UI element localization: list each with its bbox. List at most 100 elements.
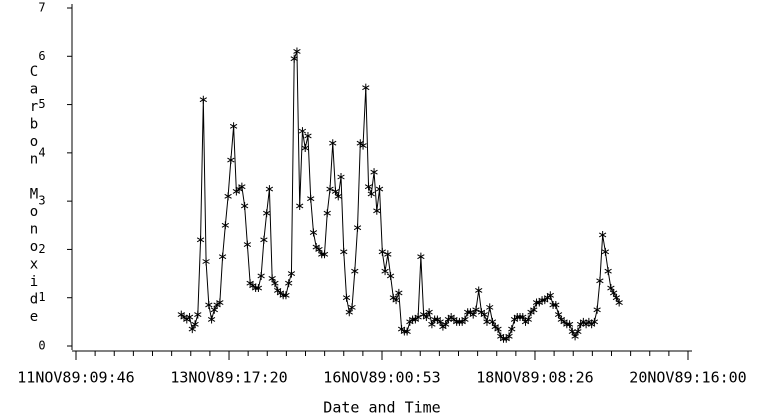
marker: [194, 310, 202, 319]
y-tick-label: 2: [38, 242, 45, 256]
y-tick-label: 7: [38, 1, 45, 15]
y-tick-label: 4: [38, 145, 45, 159]
marker: [221, 221, 230, 230]
marker: [475, 286, 483, 295]
marker: [196, 235, 205, 244]
marker: [386, 271, 395, 280]
marker: [271, 279, 279, 288]
marker: [263, 209, 271, 218]
marker: [293, 47, 301, 56]
marker: [191, 320, 199, 329]
marker: [199, 95, 207, 104]
marker: [362, 83, 370, 92]
marker: [229, 122, 238, 131]
marker: [301, 144, 309, 153]
marker: [185, 313, 194, 322]
marker: [323, 209, 331, 218]
marker: [417, 252, 425, 261]
marker: [483, 317, 491, 326]
marker: [243, 240, 252, 249]
marker: [414, 313, 422, 322]
marker: [320, 250, 329, 259]
marker: [227, 156, 235, 165]
marker: [472, 305, 480, 314]
marker: [202, 257, 210, 266]
marker: [351, 267, 359, 276]
marker: [598, 230, 607, 239]
marker: [282, 291, 290, 300]
x-tick-label: 20NOV89:16:00: [629, 369, 746, 387]
marker: [265, 185, 274, 194]
marker: [260, 235, 268, 244]
marker: [505, 332, 513, 341]
marker: [224, 192, 232, 201]
marker: [309, 228, 318, 237]
marker: [359, 141, 367, 150]
marker: [240, 201, 249, 210]
marker: [392, 296, 400, 305]
y-tick-label: 3: [38, 194, 45, 208]
marker: [593, 305, 601, 314]
marker: [378, 247, 386, 256]
marker: [590, 317, 599, 326]
marker: [370, 168, 378, 177]
marker: [218, 252, 227, 261]
marker: [340, 247, 348, 256]
marker: [461, 315, 469, 324]
marker: [403, 327, 411, 336]
x-tick-label: 18NOV89:08:26: [476, 369, 593, 387]
marker: [298, 127, 307, 136]
y-tick-label: 0: [38, 339, 45, 353]
marker: [596, 276, 604, 285]
marker: [604, 267, 612, 276]
marker: [337, 173, 345, 181]
marker: [601, 247, 610, 256]
x-tick-label: 13NOV89:17:20: [170, 369, 287, 387]
marker: [353, 223, 362, 232]
x-axis-title: Date and Time: [323, 399, 440, 417]
marker: [287, 269, 296, 278]
marker: [552, 300, 560, 309]
marker: [216, 298, 224, 307]
marker: [565, 320, 574, 329]
marker: [494, 325, 502, 334]
y-tick-label: 5: [38, 97, 45, 111]
marker: [530, 305, 538, 314]
marker: [364, 182, 373, 191]
x-tick-label: 16NOV89:00:53: [323, 369, 440, 387]
marker: [373, 206, 381, 215]
marker: [546, 291, 554, 300]
marker: [524, 315, 532, 324]
marker: [508, 325, 516, 334]
marker: [381, 267, 389, 276]
marker: [326, 185, 334, 194]
y-axis-title: Carbon Monoxide: [26, 64, 42, 327]
marker: [367, 189, 375, 198]
marker: [574, 327, 582, 336]
marker: [329, 139, 337, 148]
marker: [615, 298, 623, 307]
marker: [285, 279, 293, 288]
marker: [207, 315, 216, 324]
marker: [290, 54, 298, 63]
marker: [480, 310, 488, 319]
marker: [384, 250, 392, 259]
marker: [304, 131, 312, 140]
marker: [205, 300, 213, 309]
marker: [307, 194, 315, 203]
marker: [342, 293, 351, 302]
series-line: [180, 51, 620, 340]
marker: [334, 192, 342, 201]
marker: [254, 284, 263, 293]
marker: [395, 288, 403, 297]
y-tick-label: 6: [38, 49, 45, 63]
marker: [486, 303, 494, 312]
x-tick-label: 11NOV89:09:46: [17, 369, 134, 387]
marker: [348, 303, 356, 312]
marker: [296, 201, 304, 210]
marker: [257, 271, 265, 280]
y-tick-label: 1: [38, 290, 45, 304]
marker: [425, 308, 433, 317]
